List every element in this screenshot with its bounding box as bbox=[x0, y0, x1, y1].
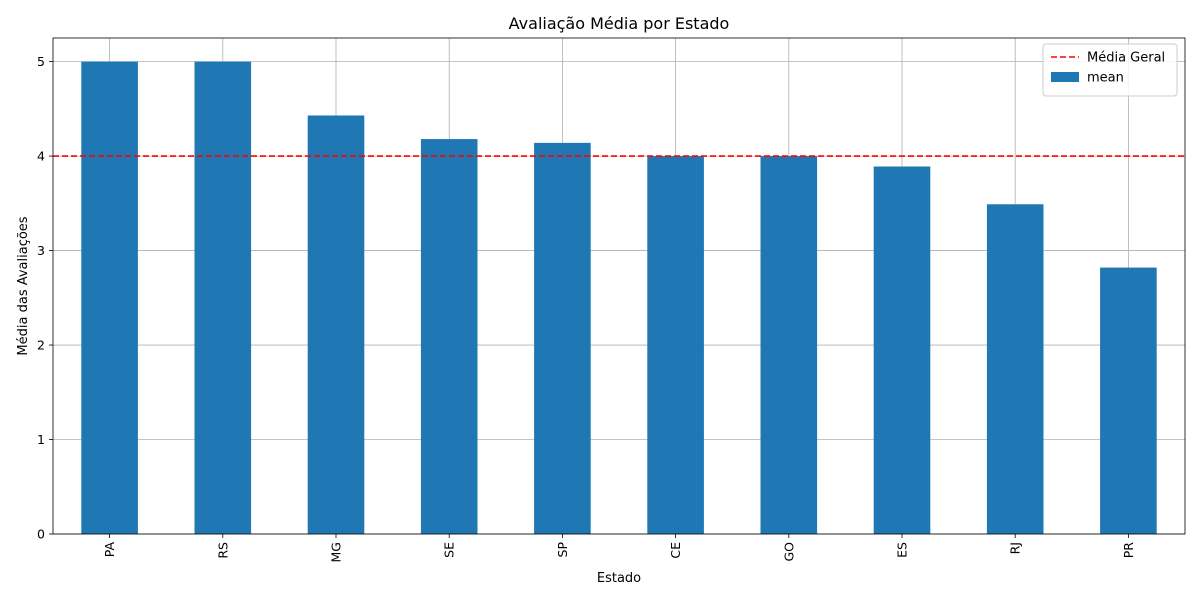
chart-title: Avaliação Média por Estado bbox=[509, 14, 730, 33]
x-tick-label: SP bbox=[555, 542, 570, 558]
y-axis-ticks: 0 1 2 3 4 5 bbox=[37, 54, 53, 542]
bar bbox=[760, 156, 818, 534]
x-tick-label: GO bbox=[781, 542, 796, 562]
x-tick-label: PA bbox=[102, 542, 117, 558]
bar bbox=[307, 115, 365, 535]
y-tick-label: 3 bbox=[37, 243, 45, 258]
bar bbox=[534, 142, 591, 534]
x-tick-label: MG bbox=[329, 542, 344, 562]
x-tick-label: RJ bbox=[1008, 542, 1023, 554]
bar bbox=[81, 61, 138, 534]
bar bbox=[986, 204, 1044, 535]
x-tick-label: ES bbox=[895, 542, 910, 558]
x-axis-ticks: PA RS MG SE SP CE GO ES RJ PR bbox=[102, 534, 1136, 562]
bar bbox=[194, 61, 252, 534]
plot-frame bbox=[52, 37, 1186, 535]
y-tick-label: 1 bbox=[37, 432, 45, 447]
legend-swatch-series bbox=[1051, 72, 1079, 82]
y-tick-label: 4 bbox=[37, 149, 45, 164]
x-tick-label: CE bbox=[668, 542, 683, 559]
bar bbox=[420, 139, 478, 534]
bar bbox=[647, 156, 704, 534]
y-axis-label: Média das Avaliações bbox=[16, 216, 31, 355]
legend-label-series: mean bbox=[1087, 71, 1124, 86]
legend: Média Geral mean bbox=[1042, 43, 1178, 97]
axes-frame bbox=[52, 37, 1186, 535]
y-tick-label: 0 bbox=[37, 527, 45, 542]
bar bbox=[873, 166, 931, 535]
legend-box bbox=[1042, 43, 1178, 97]
y-tick-label: 2 bbox=[37, 338, 45, 353]
x-tick-label: RS bbox=[215, 542, 230, 559]
bar bbox=[1100, 267, 1157, 534]
x-axis-label: Estado bbox=[597, 571, 641, 586]
x-tick-label: SE bbox=[442, 542, 457, 558]
y-tick-label: 5 bbox=[37, 54, 45, 69]
bars-group bbox=[81, 61, 1157, 535]
legend-label-reference: Média Geral bbox=[1087, 51, 1165, 66]
x-tick-label: PR bbox=[1121, 542, 1136, 559]
